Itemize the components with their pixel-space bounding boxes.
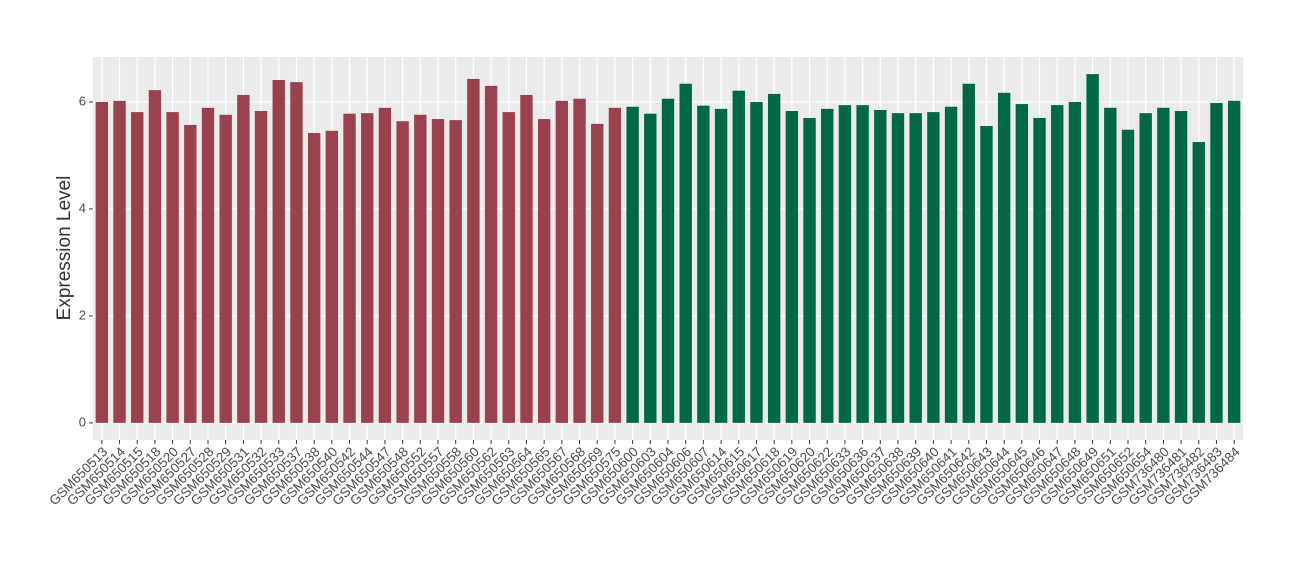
bar [874, 109, 887, 423]
bar [254, 111, 268, 423]
bar [520, 94, 533, 423]
bar [131, 112, 144, 423]
bar [237, 94, 250, 423]
bar [838, 105, 852, 423]
bar [980, 126, 993, 423]
bar [785, 111, 799, 423]
bar [750, 101, 763, 423]
bar [431, 119, 445, 423]
bar [1051, 105, 1064, 423]
bar [714, 108, 728, 423]
bar [396, 121, 409, 423]
bar [767, 93, 781, 423]
bar [803, 117, 816, 423]
bar [679, 83, 692, 423]
bar [148, 90, 162, 423]
bar [272, 80, 285, 423]
bar [1210, 103, 1223, 423]
bar [414, 114, 427, 423]
bar [343, 113, 356, 423]
bar [927, 112, 940, 423]
bar [290, 82, 303, 423]
y-tick-label: 2 [79, 307, 86, 322]
bar [1227, 100, 1241, 423]
bar [95, 101, 109, 423]
bar [591, 123, 604, 423]
bar [821, 108, 834, 423]
bar [1086, 74, 1099, 423]
bar [201, 107, 215, 423]
bar [944, 106, 958, 423]
bar [1174, 111, 1188, 423]
y-tick-label: 4 [79, 200, 86, 215]
bar [608, 107, 622, 423]
bar [856, 105, 869, 423]
bar [219, 114, 232, 423]
bar [697, 105, 710, 423]
bar [378, 107, 392, 423]
bar [1068, 101, 1082, 423]
y-axis-label: Expression Level [54, 176, 75, 321]
bar [1192, 142, 1205, 423]
y-tick-label: 6 [79, 93, 86, 108]
bar [361, 113, 374, 423]
bar [661, 98, 675, 423]
bar [1157, 107, 1170, 423]
bar [891, 113, 905, 423]
bar [997, 92, 1011, 423]
bar [1139, 113, 1152, 423]
bar [909, 113, 922, 423]
bar [113, 100, 126, 423]
bar [1104, 107, 1117, 423]
bar [962, 83, 975, 423]
bar [1033, 117, 1046, 423]
bar [307, 132, 321, 423]
bar [484, 85, 498, 423]
bar [1121, 129, 1135, 423]
bar [573, 98, 586, 423]
bar [502, 112, 515, 423]
bar [166, 112, 179, 423]
y-tick-label: 0 [79, 414, 86, 429]
bar [537, 119, 551, 423]
bar [732, 90, 745, 423]
bar [555, 100, 569, 423]
bar [184, 124, 197, 423]
bar [325, 130, 339, 423]
bar [644, 113, 657, 423]
bar [467, 78, 480, 423]
bar [1015, 104, 1029, 423]
bar [626, 106, 639, 423]
bar [449, 120, 462, 423]
